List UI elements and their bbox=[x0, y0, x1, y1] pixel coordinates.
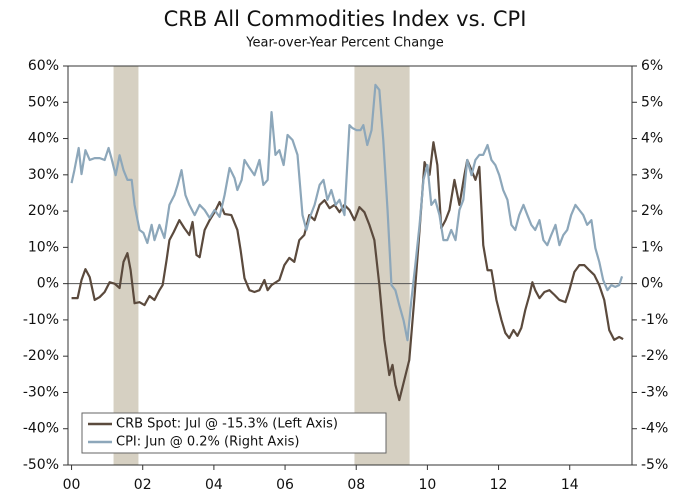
x-tick-label: 04 bbox=[205, 477, 223, 493]
y2-tick-label: -5% bbox=[641, 457, 668, 473]
plot-frame bbox=[67, 65, 633, 466]
y2-tick-label: -4% bbox=[641, 421, 668, 437]
y2-tick-label: 0% bbox=[641, 276, 663, 292]
x-tick-label: 08 bbox=[347, 477, 365, 493]
y-tick-label: -20% bbox=[23, 348, 59, 364]
y2-tick-label: 6% bbox=[641, 58, 663, 74]
y2-tick-label: -3% bbox=[641, 384, 668, 400]
series-line bbox=[71, 141, 624, 402]
y-tick-label: 50% bbox=[28, 94, 59, 110]
x-tick-label: 14 bbox=[561, 477, 579, 493]
legend: CRB Spot: Jul @ -15.3% (Left Axis) CPI: J… bbox=[81, 412, 387, 454]
legend-label: CRB Spot: Jul @ -15.3% (Left Axis) bbox=[116, 417, 338, 432]
y-tick-label: 0% bbox=[37, 276, 59, 292]
chart-title: CRB All Commodities Index vs. CPI bbox=[164, 7, 527, 31]
y2-tick-label: 3% bbox=[641, 167, 663, 183]
legend-box bbox=[81, 412, 387, 454]
x-tick-label: 06 bbox=[276, 477, 294, 493]
y-tick-label: 30% bbox=[28, 167, 59, 183]
y2-tick-label: -1% bbox=[641, 312, 668, 328]
y2-tick-label: -2% bbox=[641, 348, 668, 364]
x-tick-label: 10 bbox=[418, 477, 436, 493]
y2-tick-label: 1% bbox=[641, 239, 663, 255]
x-tick-label: 02 bbox=[134, 477, 152, 493]
legend-label: CPI: Jun @ 0.2% (Right Axis) bbox=[116, 435, 299, 450]
y2-tick-label: 2% bbox=[641, 203, 663, 219]
y-tick-label: -50% bbox=[23, 457, 59, 473]
y-tick-label: -30% bbox=[23, 384, 59, 400]
series-line bbox=[70, 83, 624, 342]
y2-tick-label: 4% bbox=[641, 131, 663, 147]
chart-subtitle: Year-over-Year Percent Change bbox=[245, 36, 443, 51]
y-tick-label: 60% bbox=[28, 58, 59, 74]
y-tick-label: -40% bbox=[23, 421, 59, 437]
y-tick-label: 10% bbox=[28, 239, 59, 255]
y-tick-label: -10% bbox=[23, 312, 59, 328]
shaded-region bbox=[113, 66, 139, 465]
y-tick-label: 40% bbox=[28, 131, 59, 147]
x-tick-label: 00 bbox=[63, 477, 81, 493]
y2-tick-label: 5% bbox=[641, 94, 663, 110]
y-tick-label: 20% bbox=[28, 203, 59, 219]
x-tick-label: 12 bbox=[490, 477, 508, 493]
